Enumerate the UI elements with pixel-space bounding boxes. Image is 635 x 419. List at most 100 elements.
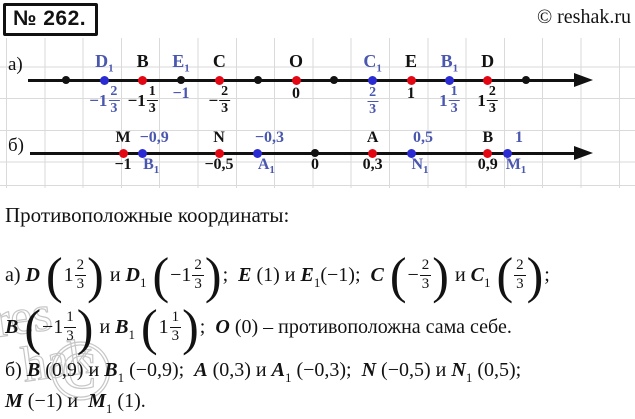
point-label: −1 bbox=[114, 156, 132, 173]
math-text: (0) – противоположна сама себе. bbox=[229, 315, 512, 338]
axis-point-dot bbox=[502, 148, 512, 158]
point-label: 0 bbox=[311, 156, 319, 173]
point-label-subscript: 1 bbox=[184, 62, 190, 75]
axis-point-dot bbox=[368, 148, 378, 158]
point-label: N1 bbox=[411, 156, 429, 177]
open-paren: ( bbox=[152, 246, 170, 304]
problem-number-box: № 262. bbox=[3, 3, 99, 36]
math-variable: N bbox=[361, 358, 377, 381]
axis-point-dot bbox=[177, 76, 185, 84]
close-paren: ) bbox=[76, 298, 94, 356]
axis-arrow-icon bbox=[574, 73, 593, 87]
math-variable: M bbox=[5, 389, 23, 412]
axis-point-dot bbox=[291, 75, 301, 85]
copyright-text: © reshak.ru bbox=[536, 6, 631, 28]
point-label: N bbox=[213, 129, 225, 146]
math-variable: B bbox=[26, 358, 41, 381]
fraction-integer-part: 1 bbox=[63, 263, 74, 286]
point-label-subscript: 1 bbox=[108, 62, 114, 75]
math-subscript: 1 bbox=[284, 370, 292, 385]
math-text: (0,3) и bbox=[207, 358, 272, 381]
point-coordinate-fraction: −1 1 3 bbox=[127, 84, 158, 117]
axis-point-dot bbox=[252, 148, 262, 158]
math-variable: D bbox=[125, 263, 140, 286]
axis-line bbox=[28, 79, 576, 82]
fraction-denominator: 3 bbox=[171, 327, 180, 344]
axis-point-dot bbox=[483, 148, 493, 158]
fraction-numerator: 2 bbox=[514, 257, 526, 276]
axis-point-dot bbox=[99, 75, 109, 85]
math-text: (1) и bbox=[251, 263, 301, 286]
point-coordinate-fraction: −2 3 bbox=[208, 84, 231, 117]
math-variable: B bbox=[115, 315, 129, 338]
axis-point-dot bbox=[406, 75, 416, 85]
axis-point-dot bbox=[214, 75, 224, 85]
math-subscript: 1 bbox=[483, 275, 491, 290]
axis-point-dot bbox=[62, 76, 70, 84]
point-label-subscript: 1 bbox=[376, 62, 382, 75]
axis-point-dot bbox=[138, 75, 148, 85]
point-label: A1 bbox=[257, 156, 275, 177]
point-label-subscript: 1 bbox=[520, 164, 527, 177]
open-paren: ( bbox=[140, 298, 158, 356]
close-paren: ) bbox=[182, 298, 199, 356]
fraction-denominator: 3 bbox=[421, 275, 430, 292]
math-text: б) bbox=[5, 358, 27, 381]
axis-point-dot bbox=[118, 148, 128, 158]
point-label: C1 bbox=[363, 51, 382, 75]
math-text: (1). bbox=[112, 389, 146, 412]
point-label: A bbox=[366, 129, 379, 146]
math-text: (0,5); bbox=[472, 358, 522, 381]
math-variable: O bbox=[215, 315, 230, 338]
fraction-integer-part: − bbox=[407, 263, 419, 286]
axis-name-label: а) bbox=[8, 54, 23, 75]
point-label-subscript: 1 bbox=[269, 164, 275, 177]
point-label: C bbox=[212, 51, 226, 71]
math-variable: C bbox=[470, 263, 484, 286]
axis-point-dot bbox=[444, 75, 454, 85]
axis-point-dot bbox=[137, 148, 147, 158]
math-text: и bbox=[449, 263, 471, 286]
point-label-subscript: 1 bbox=[452, 62, 459, 75]
math-text: (0,9) и bbox=[40, 358, 105, 381]
math-text: и bbox=[94, 315, 116, 338]
math-fraction: (−2 3) bbox=[389, 246, 450, 304]
point-label: E bbox=[404, 51, 418, 71]
point-label: 0 bbox=[292, 85, 300, 102]
math-subscript: 1 bbox=[139, 275, 147, 290]
fraction-denominator: 3 bbox=[516, 275, 524, 292]
point-label: B bbox=[136, 51, 149, 71]
math-subscript: 1 bbox=[117, 370, 125, 385]
fraction-denominator: 3 bbox=[66, 327, 74, 344]
math-text: и bbox=[104, 263, 126, 286]
problem-number: № 262. bbox=[13, 7, 87, 30]
axis-point-dot bbox=[483, 75, 493, 85]
fraction-integer-part: 1 bbox=[158, 315, 169, 338]
fraction-numerator: 1 bbox=[64, 309, 76, 328]
math-subscript: 1 bbox=[465, 370, 473, 385]
math-variable: D bbox=[25, 263, 40, 286]
point-label: −0,9 bbox=[139, 129, 169, 146]
point-label: 1 bbox=[407, 85, 415, 102]
axis-arrow-icon bbox=[574, 146, 593, 160]
math-variable: E bbox=[300, 263, 314, 286]
point-label: 0,5 bbox=[413, 129, 433, 146]
point-label: O bbox=[288, 51, 304, 71]
math-fraction: (1 2 3) bbox=[45, 250, 105, 300]
math-variable: B bbox=[104, 358, 118, 381]
close-paren: ) bbox=[432, 246, 449, 304]
point-label-subscript: 1 bbox=[423, 164, 429, 177]
close-paren: ) bbox=[526, 246, 544, 304]
math-fraction: (−1 1 3) bbox=[23, 298, 94, 356]
open-paren: ( bbox=[24, 298, 41, 356]
open-paren: ( bbox=[389, 246, 407, 304]
math-variable: B bbox=[5, 315, 19, 338]
